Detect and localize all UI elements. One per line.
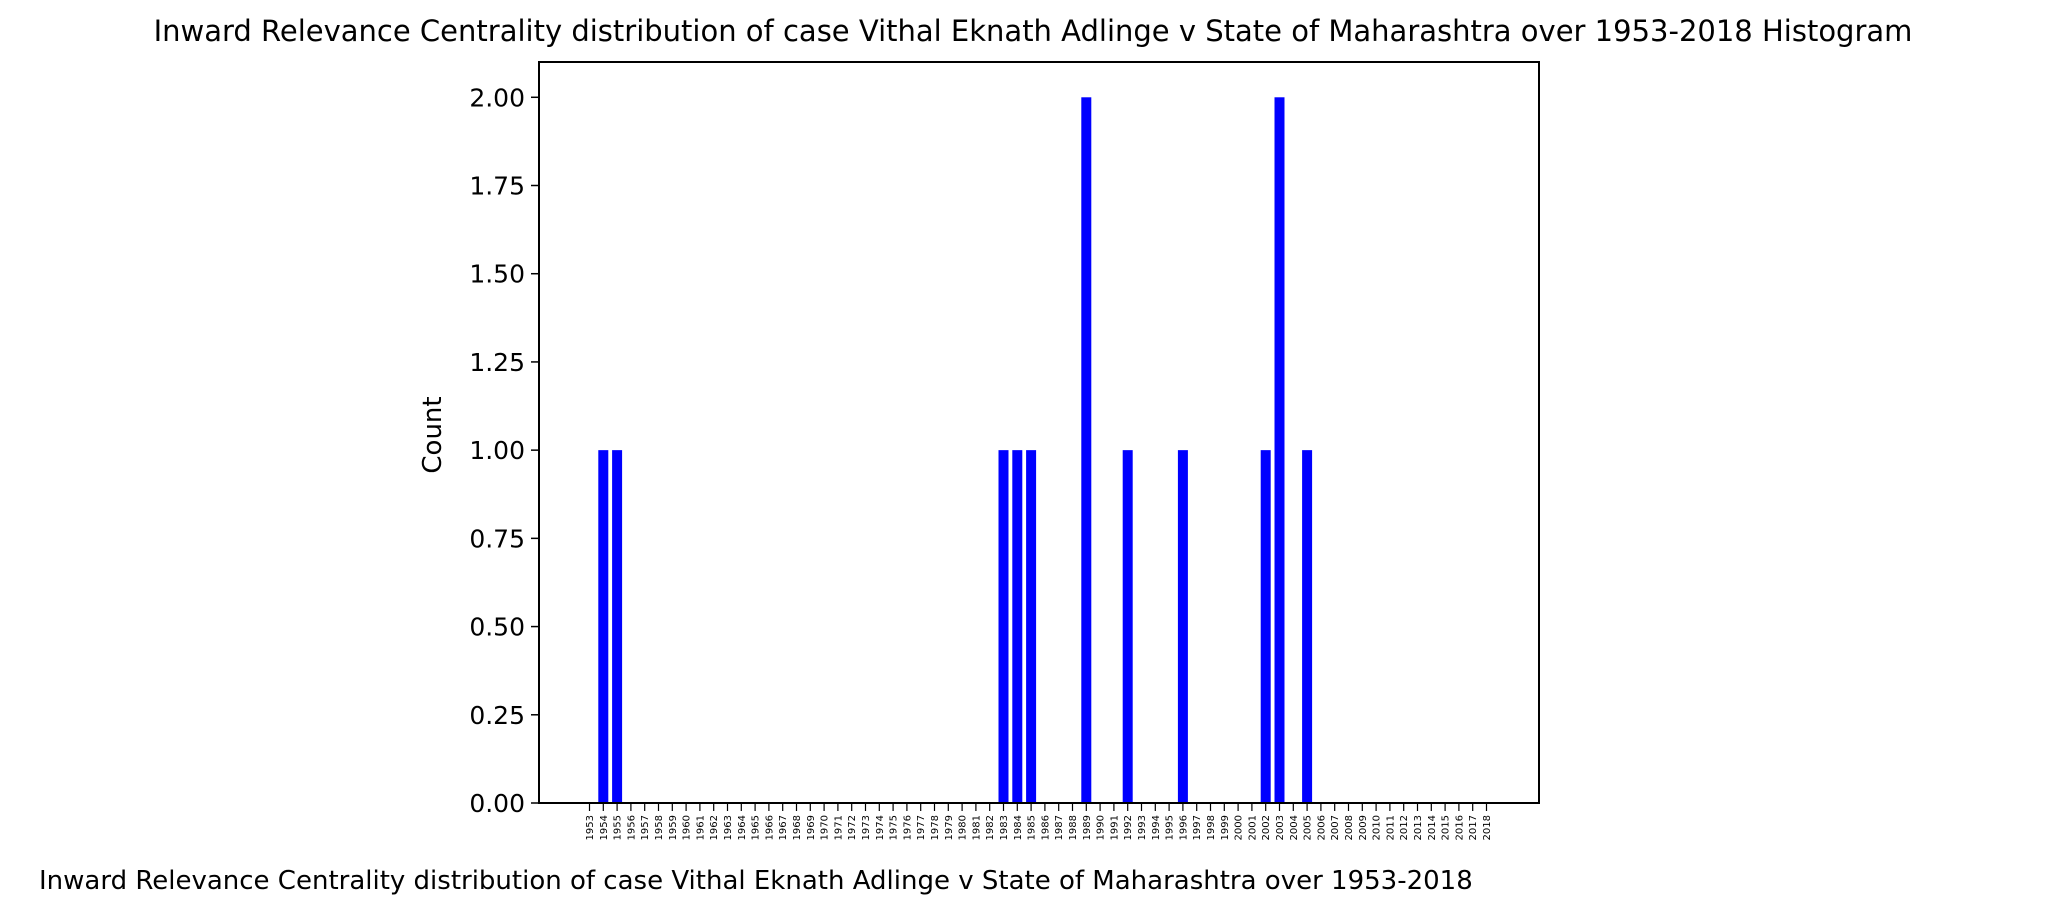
x-tick-label-2015: 2015 [1441, 815, 1452, 840]
x-tick-label-1998: 1998 [1206, 815, 1217, 840]
x-axis-label: Inward Relevance Centrality distribution… [39, 866, 1473, 896]
bar-2002 [1260, 450, 1271, 803]
x-tick-label-1953: 1953 [585, 815, 596, 840]
x-tick-label-1977: 1977 [916, 815, 927, 840]
x-tick-label-1954: 1954 [599, 815, 610, 840]
x-tick-label-1964: 1964 [737, 815, 748, 840]
x-tick-label-1968: 1968 [792, 815, 803, 840]
x-tick-label-1971: 1971 [833, 815, 844, 840]
y-tick-label: 0.00 [469, 789, 525, 818]
x-tick-label-1979: 1979 [944, 815, 955, 840]
x-tick-label-1962: 1962 [709, 815, 720, 840]
x-tick-label-1993: 1993 [1137, 815, 1148, 840]
x-tick-label-1974: 1974 [875, 815, 886, 840]
x-tick-label-1981: 1981 [971, 815, 982, 840]
x-tick-label-1975: 1975 [889, 815, 900, 840]
x-tick-label-2001: 2001 [1247, 815, 1258, 840]
y-tick-label: 2.00 [469, 83, 525, 112]
x-tick-label-2005: 2005 [1303, 815, 1314, 840]
x-tick-label-1988: 1988 [1068, 815, 1079, 840]
x-tick-label-2014: 2014 [1427, 815, 1438, 840]
x-tick-label-2013: 2013 [1413, 815, 1424, 840]
x-tick-label-1966: 1966 [764, 815, 775, 840]
bar-1955 [612, 450, 623, 803]
y-tick-label: 1.25 [469, 348, 525, 377]
x-tick-label-1985: 1985 [1027, 815, 1038, 840]
x-tick-label-1994: 1994 [1151, 815, 1162, 840]
x-tick-label-1958: 1958 [654, 815, 665, 840]
x-tick-label-2011: 2011 [1385, 815, 1396, 840]
y-tick-label: 0.25 [469, 701, 525, 730]
x-tick-label-1955: 1955 [613, 815, 624, 840]
x-tick-label-1983: 1983 [999, 815, 1010, 840]
x-tick-label-2016: 2016 [1454, 815, 1465, 840]
x-tick-label-2017: 2017 [1468, 815, 1479, 840]
x-tick-label-2008: 2008 [1344, 815, 1355, 840]
x-tick-label-1972: 1972 [847, 815, 858, 840]
x-tick-label-1959: 1959 [668, 815, 679, 840]
y-tick-label: 1.00 [469, 436, 525, 465]
bar-1954 [598, 450, 609, 803]
x-tick-label-1987: 1987 [1054, 815, 1065, 840]
bar-2003 [1274, 97, 1285, 804]
x-tick-label-2000: 2000 [1234, 815, 1245, 840]
x-tick-label-1986: 1986 [1040, 815, 1051, 840]
x-tick-label-1991: 1991 [1109, 815, 1120, 840]
x-axis: 1953 1954 1955 1956 1957 1958 1959 1960 1961 1962… [585, 803, 1493, 840]
x-tick-label-2002: 2002 [1261, 815, 1272, 840]
x-tick-label-1990: 1990 [1096, 815, 1107, 840]
y-tick-label: 1.75 [469, 172, 525, 201]
x-tick-label-2009: 2009 [1358, 815, 1369, 840]
y-tick-label: 0.50 [469, 613, 525, 642]
y-tick-label: 1.50 [469, 260, 525, 289]
chart-title: Inward Relevance Centrality distribution… [153, 14, 1913, 48]
y-axis: 0.00 0.25 0.50 0.75 1.00 1.25 1.50 1.75 2.00 [469, 83, 539, 818]
x-tick-label-1982: 1982 [985, 815, 996, 840]
bar-1992 [1122, 450, 1133, 803]
x-tick-label-2007: 2007 [1330, 815, 1341, 840]
x-tick-label-1976: 1976 [902, 815, 913, 840]
x-tick-label-1970: 1970 [820, 815, 831, 840]
bar-1985 [1026, 450, 1037, 803]
x-tick-label-1957: 1957 [640, 815, 651, 840]
bar-2005 [1302, 450, 1313, 803]
x-tick-label-1980: 1980 [958, 815, 969, 840]
x-tick-label-2010: 2010 [1372, 815, 1383, 840]
bar-1984 [1012, 450, 1023, 803]
x-tick-label-2012: 2012 [1399, 815, 1410, 840]
x-tick-label-1965: 1965 [751, 815, 762, 840]
x-tick-label-1992: 1992 [1123, 815, 1134, 840]
bar-1983 [998, 450, 1009, 803]
x-tick-label-2018: 2018 [1482, 815, 1493, 840]
x-tick-label-1961: 1961 [695, 815, 706, 840]
bar-1989 [1081, 97, 1092, 804]
x-tick-label-1969: 1969 [806, 815, 817, 840]
x-tick-label-1995: 1995 [1165, 815, 1176, 840]
x-tick-label-1984: 1984 [1013, 815, 1024, 840]
x-tick-label-1978: 1978 [930, 815, 941, 840]
x-tick-label-1960: 1960 [682, 815, 693, 840]
y-tick-label: 0.75 [469, 524, 525, 553]
x-tick-label-1996: 1996 [1178, 815, 1189, 840]
x-tick-label-1989: 1989 [1082, 815, 1093, 840]
x-tick-label-1997: 1997 [1192, 815, 1203, 840]
x-tick-label-2006: 2006 [1316, 815, 1327, 840]
x-tick-label-1956: 1956 [626, 815, 637, 840]
y-axis-label: Count [418, 396, 448, 473]
bar-1996 [1177, 450, 1188, 803]
x-tick-label-1973: 1973 [861, 815, 872, 840]
x-tick-label-1963: 1963 [723, 815, 734, 840]
x-tick-label-2003: 2003 [1275, 815, 1286, 840]
plot-frame [538, 61, 1540, 804]
x-tick-label-2004: 2004 [1289, 815, 1300, 840]
x-tick-label-1967: 1967 [778, 815, 789, 840]
x-tick-label-1999: 1999 [1220, 815, 1231, 840]
bars-group [598, 97, 1313, 804]
